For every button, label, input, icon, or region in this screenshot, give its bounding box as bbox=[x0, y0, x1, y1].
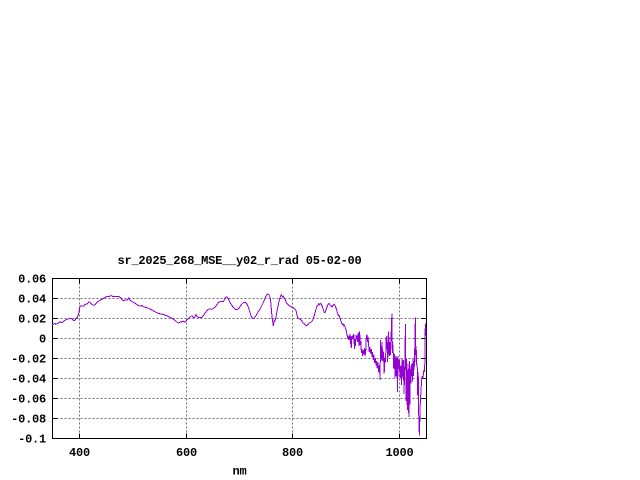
svg-text:800: 800 bbox=[282, 446, 303, 460]
svg-text:-0.04: -0.04 bbox=[11, 373, 46, 387]
svg-text:400: 400 bbox=[69, 446, 90, 460]
svg-text:-0.08: -0.08 bbox=[11, 413, 46, 427]
svg-text:1000: 1000 bbox=[386, 446, 414, 460]
svg-text:-0.1: -0.1 bbox=[18, 433, 46, 447]
svg-text:0.06: 0.06 bbox=[18, 273, 46, 287]
svg-text:600: 600 bbox=[176, 446, 197, 460]
svg-text:nm: nm bbox=[233, 465, 247, 479]
svg-text:-0.02: -0.02 bbox=[11, 353, 46, 367]
svg-text:0.04: 0.04 bbox=[18, 293, 46, 307]
svg-text:0: 0 bbox=[39, 333, 46, 347]
svg-text:sr_2025_268_MSE__y02_r_rad 05-: sr_2025_268_MSE__y02_r_rad 05-02-00 bbox=[118, 254, 362, 268]
svg-text:-0.06: -0.06 bbox=[11, 393, 46, 407]
svg-text:0.02: 0.02 bbox=[18, 313, 46, 327]
